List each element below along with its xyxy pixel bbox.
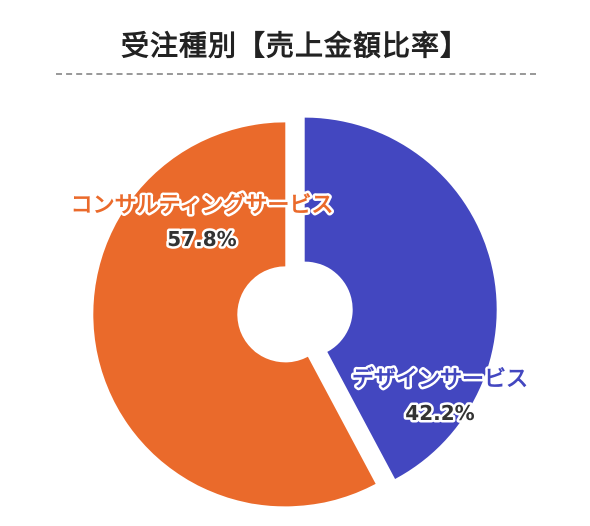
slice-value-label-2: 57.8% [167, 227, 236, 251]
chart-title: 受注種別【売上金額比率】 [120, 29, 469, 62]
title-divider [56, 73, 536, 75]
slice-label-1: デザインサービス [352, 366, 528, 392]
slice-group [93, 117, 497, 507]
slice-label-2: コンサルティングサービス [71, 192, 334, 218]
pie-slice-1 [304, 117, 497, 479]
pie-slice-2 [93, 122, 376, 507]
label-group: デザインサービス 42.2% コンサルティングサービス 57.8% [68, 190, 530, 428]
slice-value-label-1: 42.2% [405, 401, 474, 425]
